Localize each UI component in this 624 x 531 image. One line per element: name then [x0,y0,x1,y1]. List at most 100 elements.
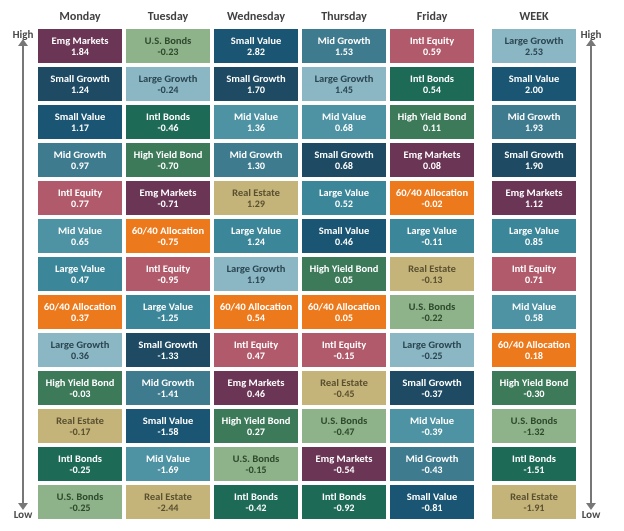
grid-cell: Mid Growth1.30 [213,142,299,178]
cell-value: 0.37 [71,312,89,323]
grid-cell: Intl Equity0.77 [37,180,123,216]
cell-value: 0.59 [423,46,441,57]
col-header: Thursday [300,10,388,27]
cell-value: 0.46 [335,236,353,247]
cell-value: -0.95 [158,274,179,285]
cell-value: 1.45 [335,84,353,95]
grid-cell: Large Growth2.53 [491,28,577,64]
grid-cell: Real Estate-2.44 [125,484,211,520]
grid-cell: Small Growth1.70 [213,66,299,102]
grid-column: U.S. Bonds-0.23Large Growth-0.24Intl Bon… [124,27,212,521]
grid-cell: Intl Bonds-0.42 [213,484,299,520]
grid-cell: Small Value1.17 [37,104,123,140]
col-header: Friday [388,10,476,27]
grid-cell: 60/40 Allocation0.37 [37,294,123,330]
cell-value: -0.25 [70,502,91,513]
cell-value: -0.25 [422,350,443,361]
grid-cell: U.S. Bonds-0.23 [125,28,211,64]
grid-column: Emg Markets1.84Small Growth1.24Small Val… [36,27,124,521]
cell-value: -0.25 [70,464,91,475]
cell-value: 0.65 [71,236,89,247]
cell-value: -0.03 [70,388,91,399]
grid-cell: Small Value2.00 [491,66,577,102]
grid-cell: Large Growth-0.24 [125,66,211,102]
cell-value: 1.53 [335,46,353,57]
cell-value: 1.84 [71,46,89,57]
axis-arrow [22,45,24,504]
cell-value: 1.30 [247,160,265,171]
grid-cell: High Yield Bond0.05 [301,256,387,292]
cell-value: -0.92 [334,502,355,513]
grid-cell: 60/40 Allocation0.18 [491,332,577,368]
grid-cell: U.S. Bonds-0.47 [301,408,387,444]
cell-value: 0.27 [247,426,265,437]
grid-cell: Emg Markets0.08 [389,142,475,178]
cell-value: -0.15 [246,464,267,475]
grid-cell: High Yield Bond-0.70 [125,142,211,178]
grid-cell: Mid Value0.58 [491,294,577,330]
col-header: Tuesday [124,10,212,27]
grid-cell: Real Estate-0.17 [37,408,123,444]
cell-value: 0.97 [71,160,89,171]
cell-value: -0.45 [334,388,355,399]
grid-cell: Mid Growth0.97 [37,142,123,178]
grid-cell: Mid Value-1.69 [125,446,211,482]
cell-value: -0.70 [158,160,179,171]
grid-cell: Mid Value0.68 [301,104,387,140]
grid-cell: Mid Growth-1.41 [125,370,211,406]
cell-value: 2.53 [525,46,543,57]
cell-value: 0.08 [423,160,441,171]
grid-cell: Large Value1.24 [213,218,299,254]
cell-value: 1.12 [525,198,543,209]
grid-cell: Large Value0.52 [301,180,387,216]
grid-cell: High Yield Bond0.27 [213,408,299,444]
grid-cell: Intl Bonds-0.46 [125,104,211,140]
cell-value: -1.32 [524,426,545,437]
grid-cell: Emg Markets1.12 [491,180,577,216]
grid-cell: Large Growth1.19 [213,256,299,292]
cell-value: 0.54 [247,312,265,323]
grid-cell: Large Growth0.36 [37,332,123,368]
cell-value: -2.44 [158,502,179,513]
grid-cell: Intl Equity0.47 [213,332,299,368]
grid-cell: Intl Equity-0.95 [125,256,211,292]
cell-value: 1.93 [525,122,543,133]
cell-value: -0.24 [158,84,179,95]
grid-cell: Intl Equity0.59 [389,28,475,64]
cell-value: 0.68 [335,160,353,171]
cell-value: -0.42 [246,502,267,513]
cell-value: 0.71 [525,274,543,285]
grid-column: Mid Growth1.53Large Growth1.45Mid Value0… [300,27,388,521]
cell-value: -0.02 [422,198,443,209]
grid-cell: U.S. Bonds-0.25 [37,484,123,520]
grid-cell: Small Growth-1.33 [125,332,211,368]
cell-value: -0.46 [158,122,179,133]
grid-cell: Small Growth1.24 [37,66,123,102]
cell-value: -0.75 [158,236,179,247]
cell-value: 0.46 [247,388,265,399]
cell-value: 2.82 [247,46,265,57]
grid-cell: Mid Value1.36 [213,104,299,140]
axis-left: High Low [10,10,36,521]
heatmap: High Low MondayTuesdayWednesdayThursdayF… [10,10,614,521]
cell-value: 0.36 [71,350,89,361]
grid-cell: Real Estate-0.13 [389,256,475,292]
cell-value: -0.30 [524,388,545,399]
grid-cell: U.S. Bonds-0.22 [389,294,475,330]
cell-value: -1.41 [158,388,179,399]
cell-value: 1.90 [525,160,543,171]
grid-cell: Emg Markets-0.54 [301,446,387,482]
grid-body: Emg Markets1.84Small Growth1.24Small Val… [36,27,578,521]
grid-cell: 60/40 Allocation-0.02 [389,180,475,216]
cell-value: -1.51 [524,464,545,475]
grid-cell: Large Value0.47 [37,256,123,292]
cell-value: -0.47 [334,426,355,437]
cell-value: -0.71 [158,198,179,209]
cell-value: -0.15 [334,350,355,361]
grid-cell: Small Growth-0.37 [389,370,475,406]
cell-value: 0.47 [71,274,89,285]
grid-cell: Mid Growth1.53 [301,28,387,64]
grid-cell: U.S. Bonds-1.32 [491,408,577,444]
grid-cell: Small Growth0.68 [301,142,387,178]
grid-column: Large Growth2.53Small Value2.00Mid Growt… [490,27,578,521]
